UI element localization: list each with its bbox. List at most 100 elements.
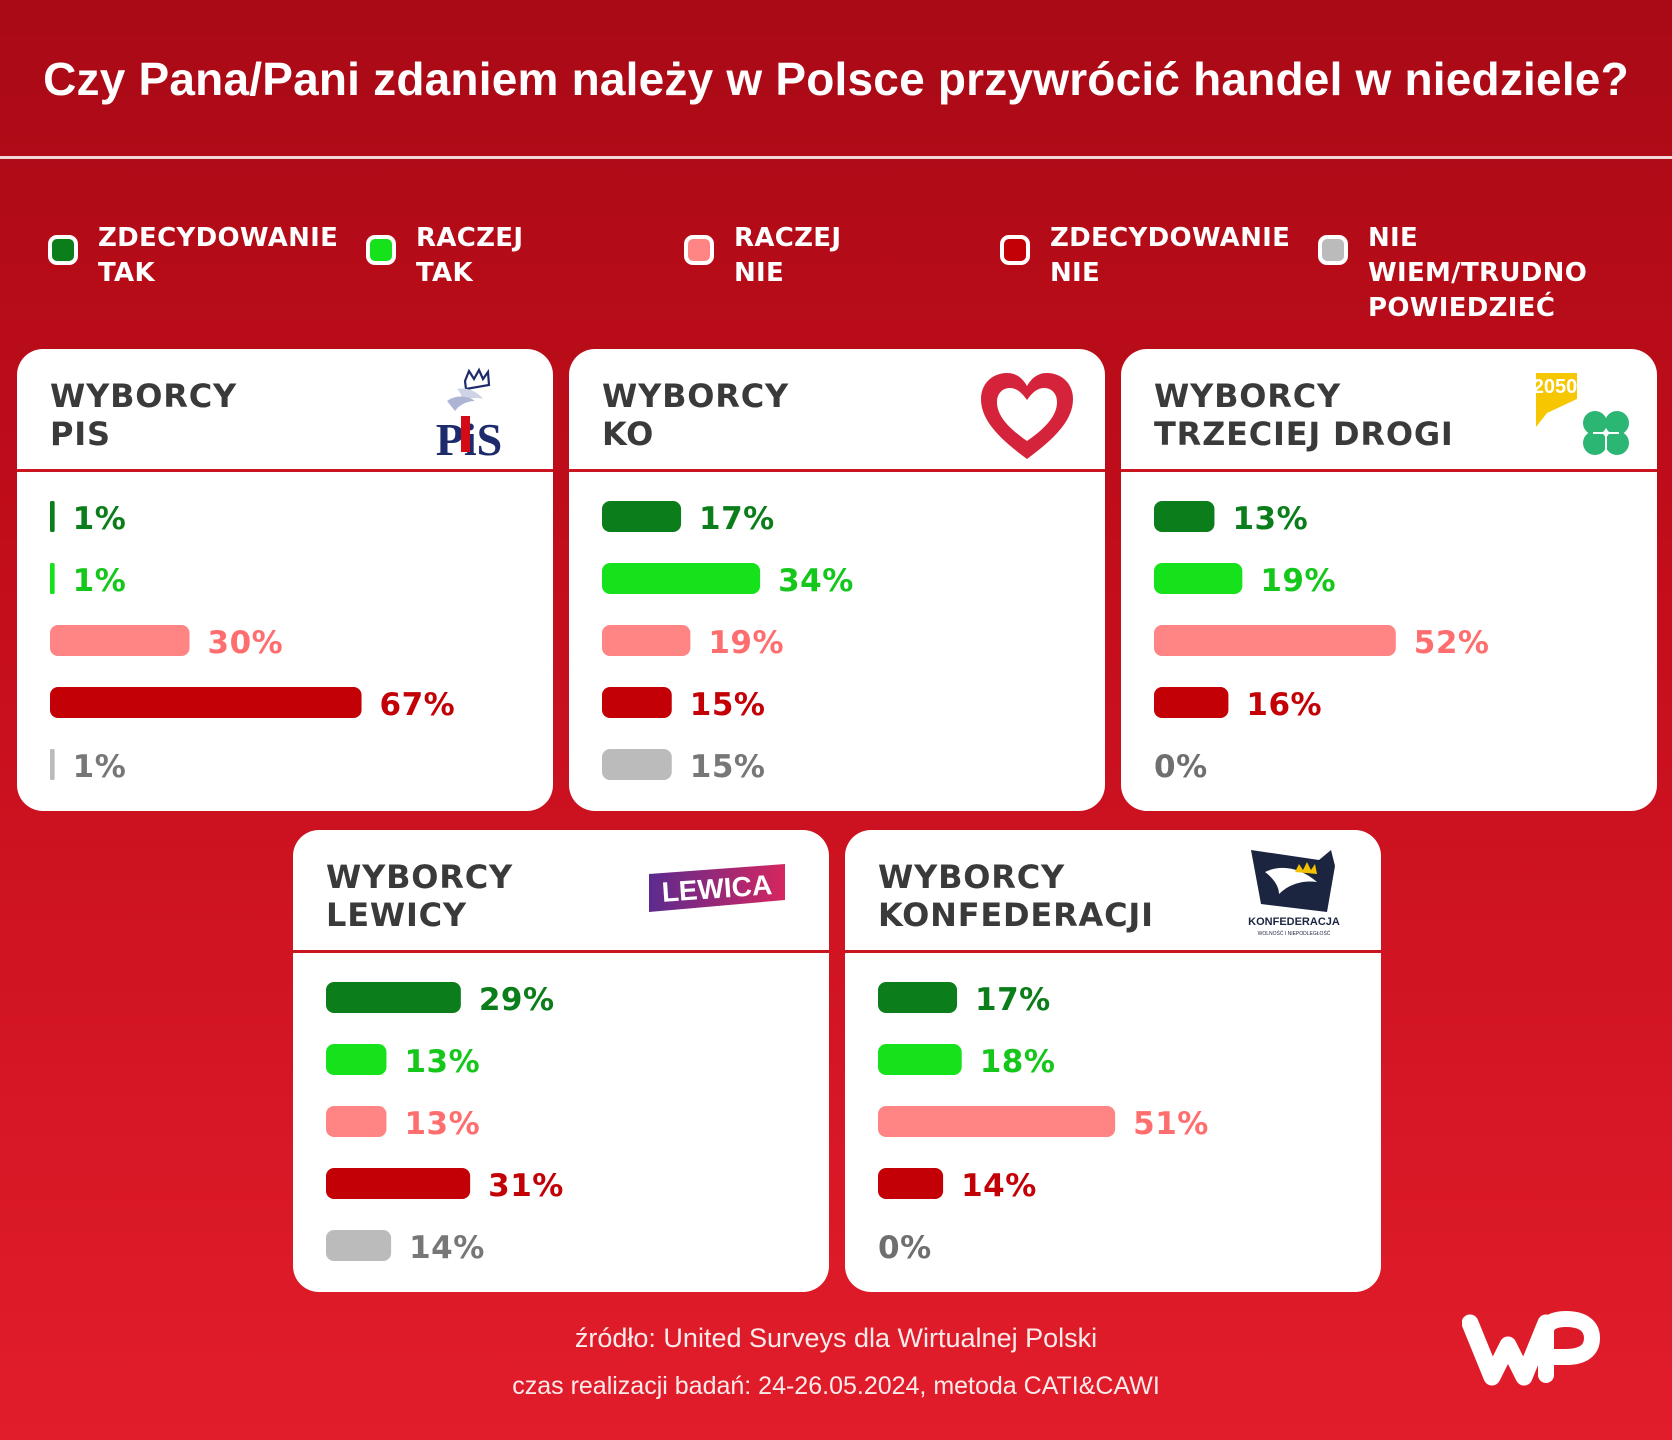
bar-svg (602, 687, 672, 718)
bar (50, 687, 362, 718)
bar-svg (326, 982, 461, 1013)
bar-svg (50, 625, 190, 656)
bar-svg (1154, 625, 1396, 656)
bar-row: 52% (1154, 623, 1634, 663)
bar-value-label: 13% (404, 1106, 481, 1142)
polska-2050-logo-text: 2050 (1533, 376, 1577, 398)
bar-svg (50, 749, 55, 780)
bar (878, 982, 958, 1013)
bar-row: 13% (1154, 499, 1634, 539)
card-divider (569, 469, 1105, 472)
bar-svg (326, 1168, 471, 1199)
bar-row: 31% (326, 1166, 806, 1206)
bar-svg (326, 1230, 392, 1261)
bar (602, 563, 761, 594)
wp-logo (1462, 1311, 1600, 1386)
konfederacja-logo-subtext: WOLNOŚĆ I NIEPODLEGŁOŚĆ (1258, 929, 1331, 937)
bar-row: 17% (602, 499, 1082, 539)
bar-row: 34% (602, 561, 1082, 601)
card-title: WYBORCY PIS (50, 377, 237, 453)
bar-row: 13% (326, 1042, 806, 1082)
bar-value-label: 14% (961, 1168, 1037, 1204)
bar (602, 501, 682, 532)
legend-item-zdecydowanie-nie: ZDECYDOWANIE NIE (1000, 221, 1290, 291)
bar-row: 0% (1154, 747, 1634, 787)
card-header: WYBORCY PIS PiS (17, 349, 553, 469)
card-title: WYBORCY LEWICY (326, 858, 513, 934)
legend-swatch (1000, 235, 1030, 265)
card-title: WYBORCY KONFEDERACJI (878, 858, 1154, 934)
bar-row: 18% (878, 1042, 1358, 1082)
bar (1154, 501, 1215, 532)
bar (326, 982, 461, 1013)
bar-svg (326, 1044, 387, 1075)
bar (326, 1106, 387, 1137)
bar-value-label: 15% (689, 749, 766, 785)
bar (602, 625, 691, 656)
bar-svg (50, 687, 362, 718)
bar (50, 563, 55, 594)
bar-row: 15% (602, 685, 1082, 725)
bar-value-label: 13% (1232, 501, 1309, 537)
bar (1154, 625, 1396, 656)
page-title: Czy Pana/Pani zdaniem należy w Polsce pr… (43, 53, 1629, 105)
card-ko: WYBORCY KO 17% 34% 19% 15% 15% (569, 349, 1105, 811)
bar-row: 13% (326, 1104, 806, 1144)
bar-row: 15% (602, 747, 1082, 787)
card-divider (17, 469, 553, 472)
legend-swatch (366, 235, 396, 265)
bar-value-label: 51% (1133, 1106, 1209, 1142)
bar-row: 30% (50, 623, 530, 663)
bar-svg (326, 1106, 387, 1137)
legend-label: RACZEJ TAK (416, 223, 524, 288)
bar-row: 51% (878, 1104, 1358, 1144)
bar-row: 1% (50, 499, 530, 539)
source-note: źródło: United Surveys dla Wirtualnej Po… (574, 1323, 1098, 1353)
bar-svg (602, 625, 691, 656)
bar (326, 1044, 387, 1075)
bar-svg (878, 1044, 962, 1075)
legend-swatch (1318, 235, 1348, 265)
bar-value-label: 30% (207, 625, 284, 661)
bar-row: 67% (50, 685, 530, 725)
card-pis: WYBORCY PIS PiS 1% 1% 30% 67% 1% (17, 349, 553, 811)
bar-value-label: 1% (72, 749, 127, 785)
card-header: WYBORCY KONFEDERACJI KONFEDERACJA WOLNOŚ… (845, 830, 1381, 950)
bar-value-label: 67% (379, 687, 456, 723)
bar-value-label: 19% (1260, 563, 1337, 599)
legend-item-nie-wiem: NIE WIEM/TRUDNO POWIEDZIEĆ (1318, 221, 1608, 326)
bar-value-label: 1% (72, 501, 127, 537)
bar (1154, 687, 1229, 718)
card-divider (293, 950, 829, 953)
legend-label: NIE WIEM/TRUDNO POWIEDZIEĆ (1368, 223, 1588, 323)
bar (602, 749, 672, 780)
legend-item-raczej-tak: RACZEJ TAK (366, 221, 656, 291)
legend-swatch (684, 235, 714, 265)
bar-value-label: 19% (708, 625, 785, 661)
card-divider (845, 950, 1381, 953)
bar-svg (878, 1106, 1116, 1137)
bar-row: 19% (1154, 561, 1634, 601)
bar-value-label: 17% (699, 501, 775, 537)
legend-item-zdecydowanie-tak: ZDECYDOWANIE TAK (48, 221, 338, 291)
bar (878, 1106, 1116, 1137)
bar-row: 19% (602, 623, 1082, 663)
card-lewica: WYBORCY LEWICY LEWICA 29% 13% 13% 31% 14% (293, 830, 829, 1292)
legend-label: ZDECYDOWANIE NIE (1050, 223, 1291, 288)
bar-value-label: 17% (975, 982, 1051, 1018)
title-divider (0, 156, 1672, 159)
bar-value-label: 13% (404, 1044, 481, 1080)
bar-row: 29% (326, 980, 806, 1020)
bar-value-label: 1% (72, 563, 127, 599)
bar-svg (50, 501, 55, 532)
bar-svg (602, 501, 682, 532)
bar-value-label: 52% (1413, 625, 1490, 661)
bar-value-label: 15% (689, 687, 766, 723)
legend-label: RACZEJ NIE (734, 223, 842, 288)
bar (602, 687, 672, 718)
bar-row: 1% (50, 747, 530, 787)
card-trzecia-droga: WYBORCY TRZECIEJ DROGI 2050 13% 19% 52% 16%… (1121, 349, 1657, 811)
survey-dates-note: czas realizacji badań: 24-26.05.2024, me… (512, 1372, 1160, 1400)
bar-svg (1154, 501, 1215, 532)
card-divider (1121, 469, 1657, 472)
